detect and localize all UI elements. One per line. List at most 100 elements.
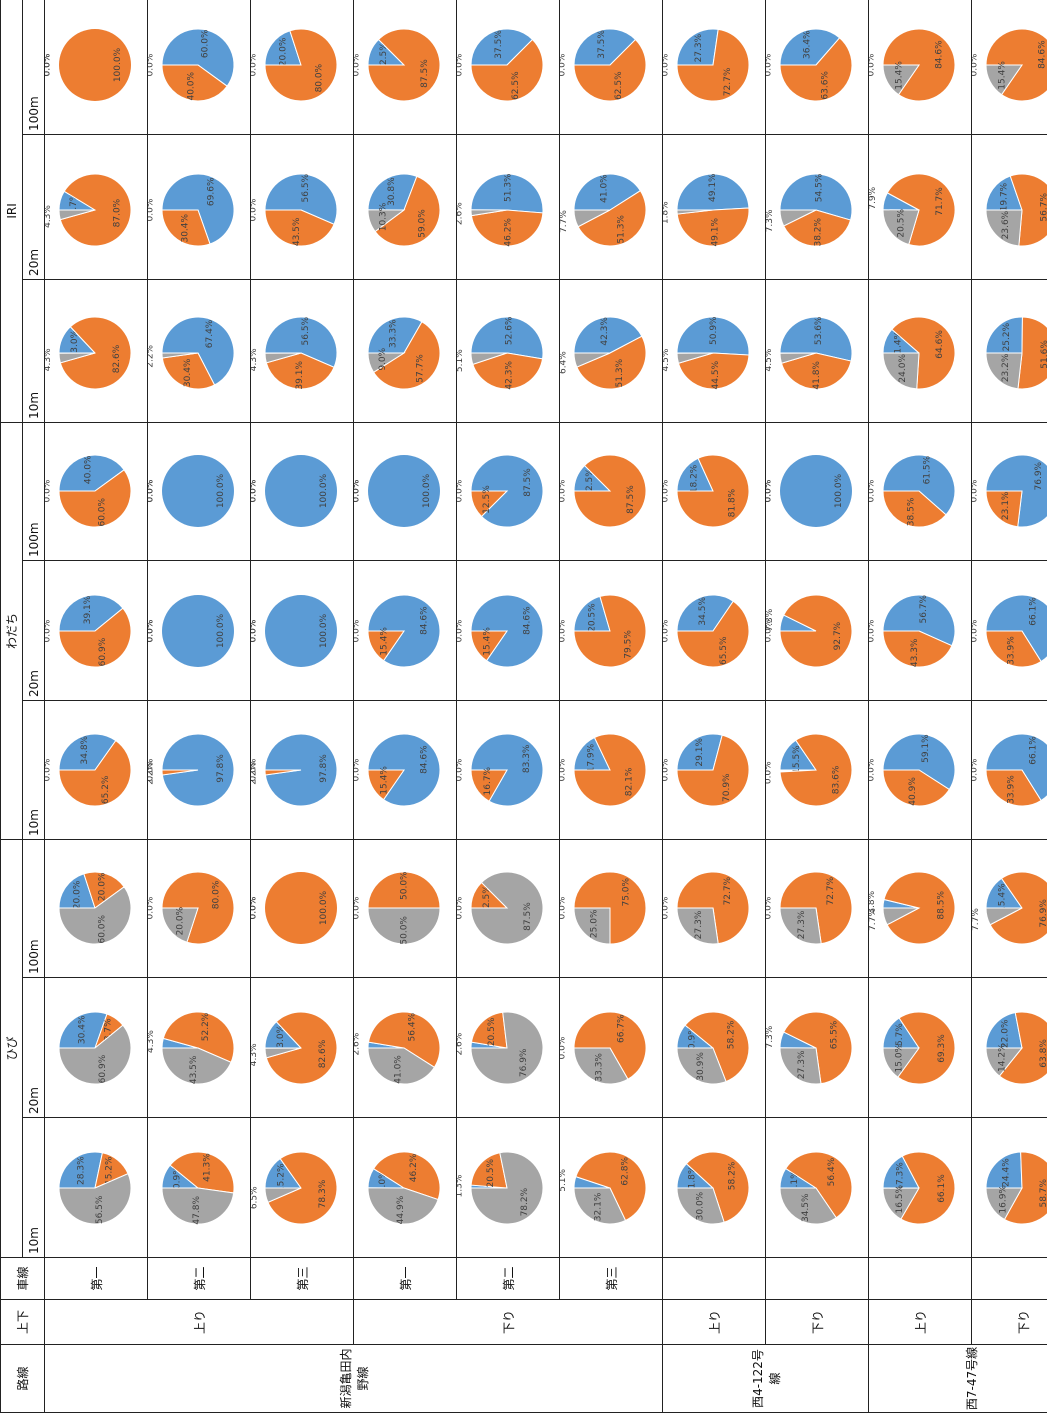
pie-value-label: 0.0% [148,53,156,76]
pie-slice [161,28,235,87]
pie-value-label: 41.3% [202,1153,212,1182]
pie-cell: 61.5% 38.5% 0.0% [868,422,972,561]
pie-value-label: 92.7% [833,621,843,650]
pie-value-label: 42.3% [600,317,610,346]
pie-cell: 25.2% 51.6% 23.2% [971,279,1047,423]
pie-slice [58,1024,132,1085]
pie-value-label: 30.4% [183,358,193,387]
route-name: 西7-47号線 [965,1346,979,1411]
pie-slice [883,871,956,945]
pie-value-label: 10.3% [378,202,388,231]
pie-value-label: 60.0% [97,914,107,943]
pie-cell: 9.1% 56.4% 34.5% [765,1117,869,1258]
route-name: 新潟亀田内野線 [338,1348,370,1409]
pie-value-label: 51.3% [617,215,627,244]
pie-value-label: 70.9% [722,773,732,802]
pie-cell: 4.3% 52.2% 43.5% [147,977,251,1118]
pie-value-label: 0.0% [457,758,465,781]
pie-value-label: 78.2% [520,1187,530,1216]
pie-chart: 11.4% 64.6% 24.0% [882,316,956,390]
pie-slice [367,316,423,354]
direction-cell: 下り [971,1299,1047,1345]
pie-value-label: 79.5% [623,630,633,659]
pie-chart: 39.1% 60.9% 0.0% [45,594,132,668]
pie-slice [985,454,1047,528]
pie-value-label: 32.1% [594,1192,604,1221]
pie-slice [573,907,611,945]
table-row: 西4-122号線 上り 11.8% 58.2% 30.0% 10.9% 58.2% 30.9%… [662,0,869,1413]
pie-slice [162,594,234,667]
direction-cell: 上り [662,1299,766,1345]
pie-value-label: 0.0% [560,479,568,502]
pie-cell: 3.8% 88.5% 7.7% [868,839,972,978]
pie-value-label: 0.0% [766,896,774,919]
pie-chart: 0.0% 12.5% 87.5% [457,871,544,945]
pie-slice [367,28,441,102]
pie-value-label: 88.5% [937,891,947,920]
pie-slice [785,1151,853,1219]
table-row: 下り 24.4% 58.7% 16.9% 22.0% 63.8% 14.2% 15.4% 76.… [971,0,1047,1413]
pie-cell: 13.0% 82.6% 4.3% [44,279,148,423]
pie-chart: 100.0%0.0%0.0% [354,454,440,527]
pie-value-label: 17.3% [895,1162,905,1191]
pie-value-label: 20.5% [897,208,907,237]
pie-slice [161,209,211,247]
pie-value-label: 16.7% [483,766,493,795]
pie-slice [882,1047,920,1078]
pie-slice [573,594,647,668]
pie-value-label: 66.1% [1028,597,1038,626]
pie-slice [882,907,920,926]
pie-chart: 0.0% 80.0% 20.0% [148,871,235,945]
pie-value-label: 0.0% [869,758,877,781]
pie-value-label: 15.4% [895,61,905,90]
pie-value-label: 20.5% [487,1017,497,1046]
pie-value-label: 36.4% [802,30,812,59]
pie-value-label: 8.7% [103,1018,113,1041]
pie-value-label: 84.6% [419,606,429,635]
pie-value-label: 56.4% [827,1157,837,1186]
pie-cell: 0.0% 84.6% 15.4% [971,0,1047,135]
table-row: 第三 5.1% 62.8% 32.1% 0.0% 66.7% 33.3% 0.0% 75.0% 2… [559,0,663,1413]
pie-slice [264,173,338,225]
pie-chart: 7.3% 65.5% 27.3% [766,1011,853,1085]
pie-slice [882,352,920,390]
pie-value-label: 100.0% [834,473,844,508]
pie-value-label: 0.0% [560,619,568,642]
pie-chart: 50.9% 44.5% 4.5% [663,316,750,389]
pie-chart: 17.3% 66.1% 16.5% [882,1151,956,1225]
pie-slice [372,321,441,390]
pie-slice [676,352,714,364]
pie-slice [676,28,719,66]
pie-chart: 87.5% 12.5% 0.0% [457,454,544,528]
pie-chart: 10.9% 58.2% 30.9% [676,1011,750,1085]
pie-chart: 0.0% 66.7% 33.3% [560,1011,647,1085]
pie-value-label: 0.0% [251,619,259,642]
pie-value-label: 57.7% [416,354,426,383]
pie-value-label: 100.0% [216,613,226,648]
pie-slice [58,1011,108,1049]
pie-chart: 49.1% 49.1% 1.8% [663,173,750,246]
pie-value-label: 27.3% [797,910,807,939]
pie-value-label: 20.0% [278,37,288,66]
pie-slice [882,490,947,528]
pie-value-label: 0.0% [869,479,877,502]
pie-chart: 97.8% 2.2%0.0% [251,733,338,807]
pie-cell: 10.9% 58.2% 30.9% [662,977,766,1118]
pie-slice [367,352,406,373]
pie-value-label: 14.2% [997,1043,1007,1072]
pie-chart: 10.9% 41.3% 47.8% [161,1151,235,1225]
pie-value-label: 60.0% [200,29,210,58]
pie-slice [470,38,544,102]
pie-slice [676,1047,727,1085]
pie-chart: 2.6% 56.4% 41.0% [354,1011,441,1085]
pie-cell: 54.5% 38.2% 7.3% [765,134,869,280]
pie-slice [780,352,852,390]
pie-value-label: 0.0% [869,619,877,642]
pie-chart: 30.4% 8.7% 60.9% [58,1011,132,1085]
pie-slice [676,457,714,492]
pie-value-label: 18.2% [690,464,700,493]
pie-value-label: 69.6% [206,177,216,206]
pie-value-label: 51.6% [1040,340,1047,369]
pie-value-label: 33.3% [388,319,398,348]
